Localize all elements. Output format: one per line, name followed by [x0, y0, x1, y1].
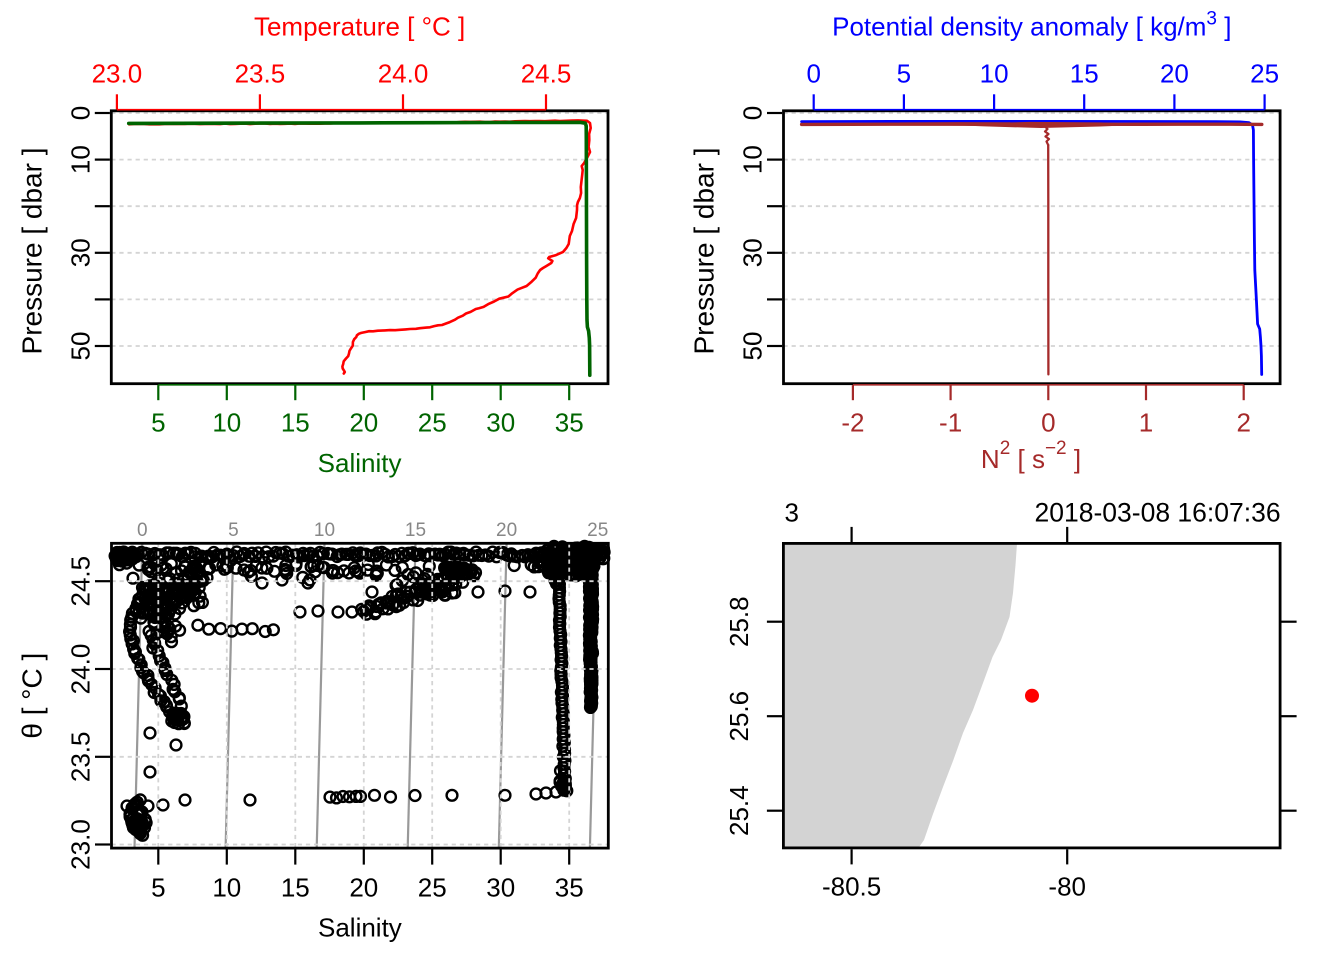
svg-text:30: 30	[486, 408, 515, 438]
svg-text:0: 0	[137, 520, 148, 541]
svg-text:-2: -2	[841, 408, 864, 438]
svg-text:24.0: 24.0	[65, 644, 95, 695]
svg-text:23.5: 23.5	[65, 731, 95, 782]
svg-text:5: 5	[151, 408, 165, 438]
svg-text:3: 3	[785, 498, 799, 528]
svg-text:10: 10	[737, 145, 767, 174]
svg-text:25: 25	[418, 408, 447, 438]
svg-text:5: 5	[897, 59, 911, 89]
svg-text:25: 25	[587, 520, 608, 541]
svg-text:Salinity: Salinity	[318, 913, 402, 943]
svg-text:θ [ °C ]: θ [ °C ]	[17, 653, 48, 739]
svg-text:24.5: 24.5	[521, 59, 572, 89]
svg-text:15: 15	[281, 408, 310, 438]
svg-text:30: 30	[737, 238, 767, 267]
svg-text:30: 30	[65, 238, 95, 267]
svg-text:1: 1	[1139, 408, 1153, 438]
svg-text:Salinity: Salinity	[318, 448, 402, 478]
svg-text:10: 10	[314, 520, 335, 541]
svg-text:-1: -1	[939, 408, 962, 438]
svg-text:25: 25	[1250, 59, 1279, 89]
svg-text:2018-03-08 16:07:36: 2018-03-08 16:07:36	[1035, 498, 1281, 528]
svg-text:2: 2	[1236, 408, 1250, 438]
svg-text:35: 35	[555, 408, 584, 438]
svg-text:35: 35	[555, 873, 584, 903]
svg-text:0: 0	[65, 106, 95, 120]
svg-text:5: 5	[228, 520, 239, 541]
svg-text:20: 20	[1160, 59, 1189, 89]
svg-text:25.4: 25.4	[724, 785, 754, 836]
svg-text:10: 10	[212, 408, 241, 438]
svg-text:Pressure [ dbar ]: Pressure [ dbar ]	[689, 148, 720, 355]
svg-text:0: 0	[737, 106, 767, 120]
svg-text:0: 0	[1041, 408, 1055, 438]
svg-text:-80: -80	[1048, 872, 1086, 902]
svg-text:23.5: 23.5	[235, 59, 286, 89]
svg-text:15: 15	[405, 520, 426, 541]
svg-text:24.0: 24.0	[378, 59, 429, 89]
svg-text:-80.5: -80.5	[822, 872, 881, 902]
svg-text:0: 0	[806, 59, 820, 89]
svg-text:50: 50	[737, 332, 767, 361]
svg-text:25: 25	[418, 873, 447, 903]
svg-text:15: 15	[281, 873, 310, 903]
svg-text:15: 15	[1070, 59, 1099, 89]
svg-text:23.0: 23.0	[65, 819, 95, 870]
svg-text:23.0: 23.0	[92, 59, 143, 89]
svg-text:20: 20	[349, 408, 378, 438]
svg-text:24.5: 24.5	[65, 556, 95, 607]
svg-text:10: 10	[65, 145, 95, 174]
svg-text:N2 [ s−2 ]: N2 [ s−2 ]	[981, 438, 1081, 474]
svg-text:20: 20	[349, 873, 378, 903]
svg-text:25.6: 25.6	[724, 691, 754, 742]
svg-text:5: 5	[151, 873, 165, 903]
svg-text:25.8: 25.8	[724, 596, 754, 647]
svg-text:Potential density anomaly [ kg: Potential density anomaly [ kg/m3 ]	[832, 9, 1231, 42]
svg-text:Pressure [ dbar ]: Pressure [ dbar ]	[17, 148, 48, 355]
svg-text:10: 10	[212, 873, 241, 903]
svg-text:Temperature [ °C ]: Temperature [ °C ]	[254, 12, 465, 42]
svg-text:20: 20	[496, 520, 517, 541]
svg-text:10: 10	[980, 59, 1009, 89]
svg-text:30: 30	[486, 873, 515, 903]
svg-text:50: 50	[65, 332, 95, 361]
